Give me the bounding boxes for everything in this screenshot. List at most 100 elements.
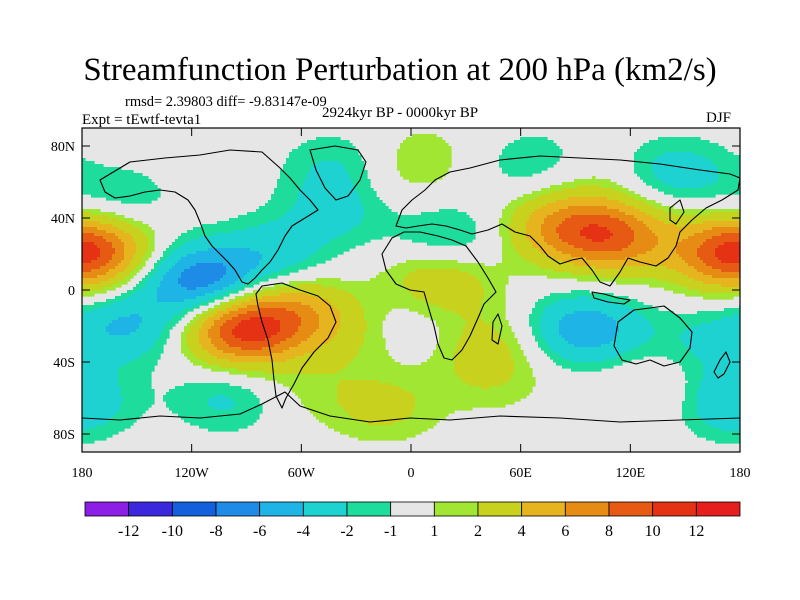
field-cell — [322, 155, 326, 159]
field-cell — [670, 143, 674, 147]
field-cell — [301, 200, 305, 204]
field-cell — [277, 221, 281, 225]
field-cell — [295, 152, 299, 156]
field-cell — [349, 206, 353, 210]
field-cell — [688, 224, 692, 228]
field-cell — [364, 179, 368, 183]
field-cell — [721, 149, 725, 153]
field-cell — [676, 152, 680, 156]
field-cell — [322, 200, 326, 204]
field-cell — [652, 176, 656, 180]
field-cell — [421, 146, 425, 150]
field-cell — [661, 179, 665, 183]
field-cell — [376, 212, 380, 216]
field-cell — [373, 197, 377, 201]
field-cell — [151, 194, 155, 198]
field-cell — [523, 146, 527, 150]
field-cell — [586, 245, 590, 249]
field-cell — [304, 215, 308, 219]
field-cell — [706, 158, 710, 162]
field-cell — [652, 221, 656, 225]
field-cell — [538, 152, 542, 156]
field-cell — [538, 212, 542, 216]
field-cell — [256, 248, 260, 252]
field-cell — [709, 230, 713, 234]
field-cell — [652, 155, 656, 159]
field-cell — [661, 227, 665, 231]
field-cell — [325, 239, 329, 243]
field-cell — [607, 215, 611, 219]
field-cell — [355, 188, 359, 192]
field-cell — [163, 251, 167, 255]
field-cell — [571, 224, 575, 228]
field-cell — [733, 179, 737, 183]
field-cell — [514, 170, 518, 174]
field-cell — [97, 179, 101, 183]
field-cell — [247, 224, 251, 228]
field-cell — [280, 206, 284, 210]
field-cell — [94, 215, 98, 219]
field-cell — [358, 194, 362, 198]
field-cell — [625, 248, 629, 252]
field-cell — [148, 182, 152, 186]
field-cell — [349, 146, 353, 150]
field-cell — [229, 221, 233, 225]
field-cell — [670, 173, 674, 177]
field-cell — [634, 248, 638, 252]
field-cell — [427, 164, 431, 168]
field-cell — [409, 137, 413, 141]
field-cell — [385, 233, 389, 237]
field-cell — [643, 179, 647, 183]
field-cell — [649, 227, 653, 231]
field-cell — [334, 194, 338, 198]
field-cell — [535, 158, 539, 162]
field-cell — [100, 242, 104, 246]
field-cell — [250, 251, 254, 255]
field-cell — [388, 230, 392, 234]
field-cell — [709, 173, 713, 177]
field-cell — [127, 200, 131, 204]
field-cell — [82, 191, 86, 195]
field-cell — [583, 182, 587, 186]
field-cell — [532, 152, 536, 156]
field-cell — [628, 212, 632, 216]
field-cell — [331, 230, 335, 234]
field-cell — [706, 161, 710, 165]
field-cell — [733, 215, 737, 219]
field-cell — [115, 170, 119, 174]
field-cell — [277, 182, 281, 186]
field-cell — [373, 203, 377, 207]
field-cell — [430, 212, 434, 216]
field-cell — [667, 146, 671, 150]
field-cell — [91, 215, 95, 219]
field-cell — [307, 176, 311, 180]
field-cell — [667, 158, 671, 162]
field-cell — [562, 212, 566, 216]
field-cell — [295, 170, 299, 174]
field-cell — [631, 191, 635, 195]
field-cell — [637, 251, 641, 255]
field-cell — [406, 146, 410, 150]
field-cell — [565, 248, 569, 252]
field-cell — [280, 188, 284, 192]
field-cell — [286, 221, 290, 225]
field-cell — [418, 170, 422, 174]
field-cell — [646, 164, 650, 168]
field-cell — [262, 206, 266, 210]
field-cell — [628, 248, 632, 252]
field-cell — [316, 182, 320, 186]
field-cell — [709, 221, 713, 225]
field-cell — [439, 158, 443, 162]
field-cell — [355, 242, 359, 246]
field-cell — [697, 215, 701, 219]
field-cell — [670, 209, 674, 213]
field-cell — [529, 227, 533, 231]
field-cell — [346, 200, 350, 204]
field-cell — [514, 167, 518, 171]
field-cell — [658, 239, 662, 243]
field-cell — [592, 218, 596, 222]
field-cell — [373, 215, 377, 219]
field-cell — [385, 227, 389, 231]
field-cell — [616, 203, 620, 207]
field-cell — [595, 191, 599, 195]
